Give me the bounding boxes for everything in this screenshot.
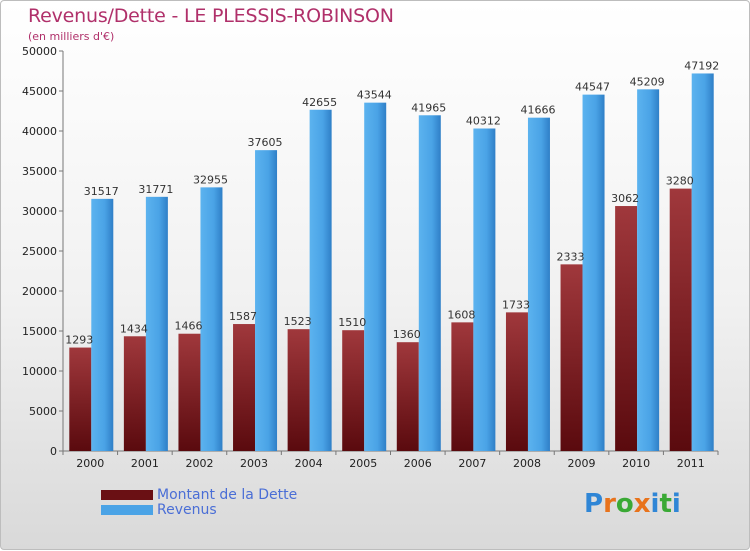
y-tick-label: 25000 xyxy=(22,245,57,258)
bar-revenus xyxy=(637,89,660,451)
bar-debt xyxy=(615,206,638,451)
bar-debt xyxy=(178,333,201,451)
bar-debt xyxy=(451,322,474,451)
legend-item-revenus: Revenus xyxy=(101,501,297,518)
axes: 0 5000 10000 15000 20000 25000 30000 35000 40000… xyxy=(22,45,719,470)
data-label-revenus: 31517 xyxy=(84,185,119,198)
legend-swatch-revenus xyxy=(101,504,153,515)
bar-revenus xyxy=(309,109,332,451)
x-tick-label: 2009 xyxy=(568,457,596,470)
data-label-revenus: 41965 xyxy=(411,101,446,114)
bar-debt xyxy=(669,188,692,451)
x-tick-label: 2002 xyxy=(185,457,213,470)
data-label-debt: 2333 xyxy=(557,250,585,263)
bar-debt xyxy=(123,336,146,451)
bar-revenus xyxy=(473,128,496,451)
bar-debt xyxy=(69,347,92,451)
bar-revenus xyxy=(255,150,278,451)
data-label-revenus: 41666 xyxy=(520,104,555,117)
chart-subtitle: (en milliers d'€) xyxy=(28,30,115,43)
legend: Montant de la Dette Revenus xyxy=(101,486,298,518)
y-tick-label: 5000 xyxy=(29,405,57,418)
x-tick-label: 2008 xyxy=(513,457,541,470)
data-label-revenus: 32955 xyxy=(193,173,228,186)
logo-letter: x xyxy=(633,489,651,519)
y-tick-label: 10000 xyxy=(22,365,57,378)
data-label-debt: 1733 xyxy=(502,298,530,311)
data-label-revenus: 31771 xyxy=(138,183,173,196)
x-tick-label: 2005 xyxy=(349,457,377,470)
labels: 1293 31517 1434 31771 1466 32955 1587 37605 1523… xyxy=(65,59,719,346)
y-tick-label: 40000 xyxy=(22,125,57,138)
chart-title: Revenus/Dette - LE PLESSIS-ROBINSON xyxy=(28,5,394,27)
legend-swatch-debt xyxy=(101,489,153,500)
x-tick-label: 2011 xyxy=(677,457,705,470)
logo-letter: P xyxy=(584,489,604,519)
data-label-revenus: 42655 xyxy=(302,96,337,109)
x-tick-label: 2001 xyxy=(131,457,159,470)
y-tick-label: 35000 xyxy=(22,165,57,178)
x-tick-label: 2007 xyxy=(458,457,486,470)
data-label-revenus: 40312 xyxy=(466,115,501,128)
bar-revenus xyxy=(145,196,168,451)
bar-debt xyxy=(233,324,256,451)
data-label-debt: 1510 xyxy=(338,316,366,329)
bar-debt xyxy=(342,330,365,451)
legend-item-debt: Montant de la Dette xyxy=(101,486,298,503)
bars xyxy=(69,73,714,452)
data-label-revenus: 43544 xyxy=(357,89,392,102)
y-tick-label: 0 xyxy=(50,445,57,458)
logo-letter: i xyxy=(650,489,660,519)
data-label-revenus: 45209 xyxy=(630,75,665,88)
y-tick-label: 45000 xyxy=(22,85,57,98)
proxiti-logo: Proxiti xyxy=(584,489,681,519)
bar-revenus xyxy=(418,115,441,451)
y-tick-label: 15000 xyxy=(22,325,57,338)
bar-revenus xyxy=(364,102,387,451)
data-label-debt: 1523 xyxy=(284,315,312,328)
data-label-debt: 3062 xyxy=(611,192,639,205)
bar-debt xyxy=(505,312,528,451)
data-label-debt: 1434 xyxy=(120,322,148,335)
x-tick-label: 2006 xyxy=(404,457,432,470)
bar-revenus xyxy=(582,94,605,452)
bar-revenus xyxy=(527,117,550,451)
logo-letter: i xyxy=(671,489,681,519)
data-label-revenus: 44547 xyxy=(575,81,610,94)
data-label-debt: 1587 xyxy=(229,310,257,323)
logo-letter: r xyxy=(603,489,616,519)
data-label-debt: 1293 xyxy=(65,334,93,347)
y-tick-label: 20000 xyxy=(22,285,57,298)
legend-label-debt: Montant de la Dette xyxy=(157,486,298,503)
bar-revenus xyxy=(91,198,114,451)
data-label-debt: 1360 xyxy=(393,328,421,341)
y-tick-label: 50000 xyxy=(22,45,57,58)
bar-revenus xyxy=(200,187,223,452)
x-tick-label: 2010 xyxy=(622,457,650,470)
x-tick-label: 2000 xyxy=(76,457,104,470)
bar-revenus xyxy=(691,73,714,452)
legend-label-revenus: Revenus xyxy=(157,501,217,518)
logo-letter: o xyxy=(615,489,634,519)
bar-debt xyxy=(287,329,310,451)
data-label-debt: 1608 xyxy=(447,308,475,321)
bar-debt xyxy=(396,342,419,451)
bar-debt xyxy=(560,264,583,451)
x-tick-label: 2003 xyxy=(240,457,268,470)
data-label-revenus: 47192 xyxy=(684,59,719,72)
data-label-revenus: 37605 xyxy=(248,136,283,149)
x-tick-label: 2004 xyxy=(295,457,323,470)
data-label-debt: 3280 xyxy=(666,175,694,188)
logo-letter: t xyxy=(659,489,672,519)
y-tick-label: 30000 xyxy=(22,205,57,218)
data-label-debt: 1466 xyxy=(174,320,202,333)
